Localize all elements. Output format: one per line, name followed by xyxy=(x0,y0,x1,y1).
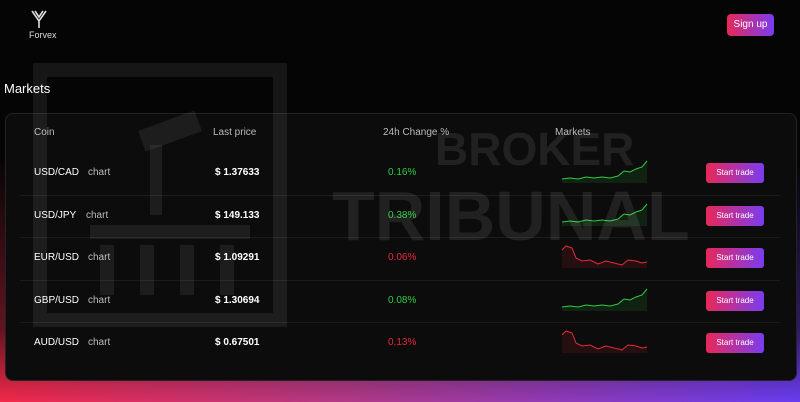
chart-link[interactable]: chart xyxy=(88,167,111,178)
coin-name: USD/CAD xyxy=(34,167,80,178)
start-trade-button[interactable]: Start trade xyxy=(706,333,764,353)
sparkline-area xyxy=(562,203,647,226)
last-price: $ 0.67501 xyxy=(215,337,260,348)
sparkline-line xyxy=(562,330,648,351)
chart-link[interactable]: chart xyxy=(88,252,111,263)
sparkline-area xyxy=(562,288,647,311)
sparkline-line xyxy=(562,160,648,180)
row-separator xyxy=(20,237,780,238)
row-separator xyxy=(20,194,780,196)
change: 0.38% xyxy=(388,209,417,221)
sparkline xyxy=(562,288,648,311)
start-trade-button[interactable]: Start trade xyxy=(706,248,764,268)
change: 0.16% xyxy=(388,167,417,178)
row-separator xyxy=(20,279,780,281)
start-trade-button[interactable]: Start trade xyxy=(706,290,764,311)
coin-name: GBP/USD xyxy=(34,294,80,306)
sparkline-line xyxy=(562,245,648,266)
row-separator xyxy=(20,322,780,323)
section-title: Markets xyxy=(4,81,51,96)
markets-card xyxy=(5,113,797,381)
sparkline-area xyxy=(562,161,647,183)
last-price: $ 1.30694 xyxy=(215,294,260,306)
sparkline xyxy=(562,160,648,183)
coin-name: EUR/USD xyxy=(34,252,80,263)
column-header: Markets xyxy=(555,127,591,138)
start-trade-button[interactable]: Start trade xyxy=(706,205,764,226)
column-header: Coin xyxy=(34,127,55,138)
last-price: $ 149.133 xyxy=(215,209,260,221)
change: 0.06% xyxy=(388,252,417,263)
sparkline xyxy=(562,245,648,268)
sparkline-line xyxy=(562,203,648,223)
sparkline-line xyxy=(562,288,648,308)
logo-text: Forvex xyxy=(29,30,57,40)
sparkline xyxy=(562,203,648,226)
start-trade-button[interactable]: Start trade xyxy=(706,163,764,183)
sparkline-area xyxy=(562,331,647,353)
column-header: Last price xyxy=(213,127,257,138)
signup-button[interactable]: Sign up xyxy=(727,14,774,36)
last-price: $ 1.37633 xyxy=(215,167,260,178)
sparkline-area xyxy=(562,246,647,268)
change: 0.08% xyxy=(388,294,417,306)
change: 0.13% xyxy=(388,337,417,348)
chart-link[interactable]: chart xyxy=(88,294,111,306)
sparkline xyxy=(562,330,648,353)
logo-icon xyxy=(31,10,47,28)
coin-name: USD/JPY xyxy=(34,209,77,221)
last-price: $ 1.09291 xyxy=(215,252,260,263)
column-header: 24h Change % xyxy=(383,127,450,138)
chart-link[interactable]: chart xyxy=(86,209,109,221)
chart-link[interactable]: chart xyxy=(88,337,111,348)
coin-name: AUD/USD xyxy=(34,337,80,348)
